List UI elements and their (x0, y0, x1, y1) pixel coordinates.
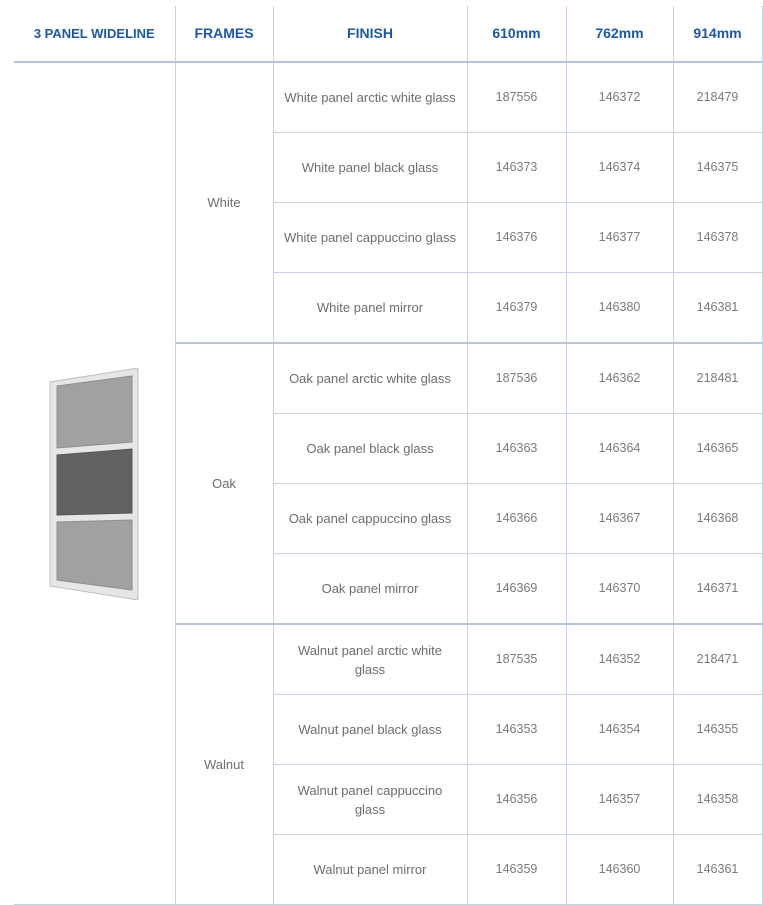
code-762-cell: 146372 (566, 62, 674, 133)
finish-cell: White panel black glass (273, 132, 468, 203)
code-762-cell: 146354 (566, 694, 674, 765)
code-914-cell: 218471 (673, 624, 763, 695)
code-762-cell: 146374 (566, 132, 674, 203)
finish-header: FINISH (273, 6, 468, 63)
code-610-cell: 146366 (467, 483, 567, 554)
code-914-cell: 146355 (673, 694, 763, 765)
code-914-cell: 146371 (673, 553, 763, 625)
code-914-cell: 146361 (673, 834, 763, 905)
table-row: Oak Oak panel arctic white glass 187536 … (14, 343, 763, 625)
code-610-cell: 146373 (467, 132, 567, 203)
finish-cell: Oak panel arctic white glass (273, 343, 468, 414)
table-row: Walnut panel black glass 146353 146354 1… (14, 694, 763, 765)
product-image-cell (14, 62, 176, 905)
code-914-cell: 218479 (673, 62, 763, 133)
code-762-cell: 146352 (566, 624, 674, 695)
table-row: Walnut panel mirror 146359 146360 146361 (14, 834, 763, 905)
code-762-cell: 146364 (566, 413, 674, 484)
table-row: Walnut panel cappuccino glass 146356 146… (14, 764, 763, 835)
finish-cell: Oak panel black glass (273, 413, 468, 484)
code-610-cell: 187536 (467, 343, 567, 414)
finish-cell: Walnut panel cappuccino glass (273, 764, 468, 835)
code-610-cell: 146356 (467, 764, 567, 835)
frames-header: FRAMES (175, 6, 274, 63)
finish-cell: Walnut panel arctic white glass (273, 624, 468, 695)
code-762-cell: 146380 (566, 272, 674, 344)
table-row: Oak panel black glass 146363 146364 1463… (14, 413, 763, 484)
finish-cell: Walnut panel mirror (273, 834, 468, 905)
product-code-table-page: 3 PANEL WIDELINE FRAMES FINISH 610mm 762… (14, 6, 763, 905)
code-914-cell: 218481 (673, 343, 763, 414)
code-610-cell: 187535 (467, 624, 567, 695)
code-610-cell: 146376 (467, 202, 567, 273)
product-code-table: 3 PANEL WIDELINE FRAMES FINISH 610mm 762… (14, 6, 763, 905)
code-762-cell: 146360 (566, 834, 674, 905)
code-610-cell: 146369 (467, 553, 567, 625)
code-914-cell: 146358 (673, 764, 763, 835)
finish-cell: Oak panel mirror (273, 553, 468, 625)
door-bottom-panel (56, 518, 133, 591)
table-row: Walnut Walnut panel arctic white glass 1… (14, 624, 763, 905)
frame-cell-oak: Oak (175, 343, 274, 625)
table-row: White panel black glass 146373 146374 14… (14, 132, 763, 203)
product-name-header: 3 PANEL WIDELINE (14, 6, 176, 63)
finish-cell: White panel arctic white glass (273, 62, 468, 133)
finish-cell: White panel mirror (273, 272, 468, 344)
three-panel-door-illustration (49, 367, 139, 600)
code-762-cell: 146357 (566, 764, 674, 835)
code-610-cell: 146379 (467, 272, 567, 344)
code-610-cell: 146359 (467, 834, 567, 905)
code-610-cell: 146353 (467, 694, 567, 765)
table-row: White White panel arctic white glass 187… (14, 62, 763, 905)
code-762-cell: 146377 (566, 202, 674, 273)
code-914-cell: 146375 (673, 132, 763, 203)
table-row: Oak panel mirror 146369 146370 146371 (14, 553, 763, 625)
code-610-cell: 187556 (467, 62, 567, 133)
door-middle-panel (56, 447, 133, 516)
table-row: Oak panel cappuccino glass 146366 146367… (14, 483, 763, 554)
frame-cell-walnut: Walnut (175, 624, 274, 905)
header-row: 3 PANEL WIDELINE FRAMES FINISH 610mm 762… (14, 6, 763, 63)
table-row: White panel mirror 146379 146380 146381 (14, 272, 763, 344)
code-762-cell: 146370 (566, 553, 674, 625)
finish-cell: White panel cappuccino glass (273, 202, 468, 273)
finish-cell: Oak panel cappuccino glass (273, 483, 468, 554)
finish-cell: Walnut panel black glass (273, 694, 468, 765)
size-610-header: 610mm (467, 6, 567, 63)
code-914-cell: 146381 (673, 272, 763, 344)
code-914-cell: 146378 (673, 202, 763, 273)
code-762-cell: 146367 (566, 483, 674, 554)
door-top-panel (56, 374, 133, 449)
code-914-cell: 146368 (673, 483, 763, 554)
code-914-cell: 146365 (673, 413, 763, 484)
code-610-cell: 146363 (467, 413, 567, 484)
table-row: White panel cappuccino glass 146376 1463… (14, 202, 763, 273)
size-914-header: 914mm (673, 6, 763, 63)
frame-cell-white: White (175, 62, 274, 344)
size-762-header: 762mm (566, 6, 674, 63)
code-762-cell: 146362 (566, 343, 674, 414)
